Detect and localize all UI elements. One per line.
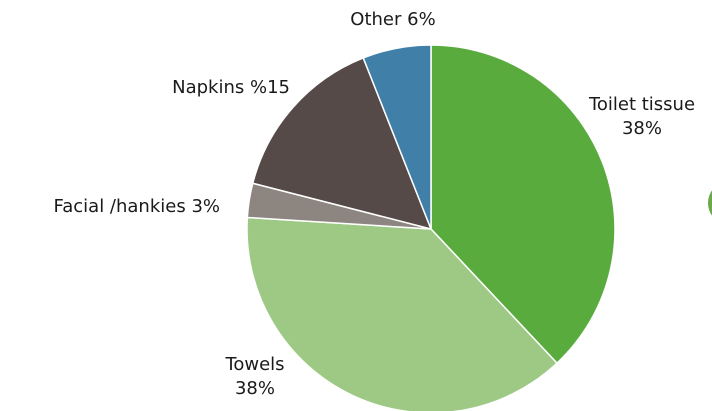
label-facial-hankies: Facial /hankies 3%: [54, 196, 220, 217]
label-napkins: Napkins %15: [172, 77, 290, 98]
label-line: Toilet tissue: [588, 94, 695, 115]
label-towels: Towels 38%: [224, 354, 284, 399]
label-line: 38%: [235, 378, 275, 399]
slice-towels: [246, 216, 559, 411]
label-line: 38%: [622, 118, 662, 139]
label-toilet-tissue: Toilet tissue 38%: [588, 94, 695, 139]
label-line: Other 6%: [350, 9, 435, 30]
label-other: Other 6%: [350, 9, 435, 30]
label-line: Towels: [224, 354, 284, 375]
slice-napkins: [251, 56, 433, 231]
slice-toilet-tissue: [430, 44, 616, 365]
label-line: Napkins %15: [172, 77, 290, 98]
slice-other: [362, 44, 432, 230]
pie-slices: [246, 44, 616, 411]
pie-labels: Toilet tissue 38% Towels 38% Facial /hankies…: [54, 9, 696, 399]
cropped-edge-shape: [708, 190, 712, 216]
label-line: Facial /hankies 3%: [54, 196, 220, 217]
